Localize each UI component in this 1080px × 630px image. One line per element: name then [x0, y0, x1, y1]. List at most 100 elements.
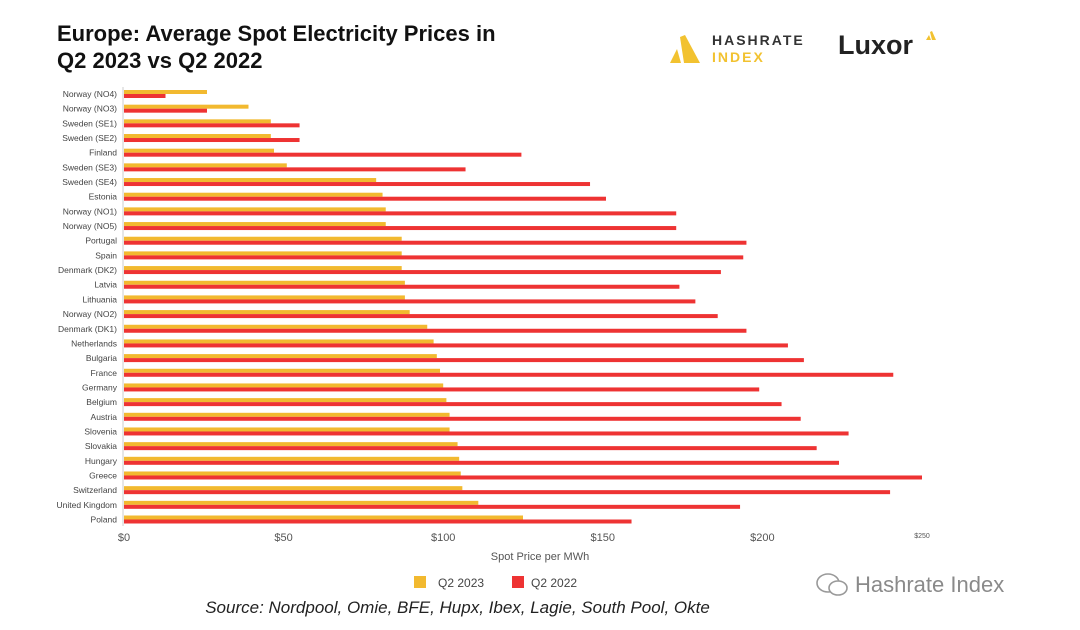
- bar-q2-2022: [124, 255, 744, 260]
- category-label: Slovenia: [84, 426, 117, 436]
- category-label: Netherlands: [71, 338, 117, 348]
- category-label: Belgium: [86, 397, 117, 407]
- chart-title: Europe: Average Spot Electricity Prices …: [57, 20, 577, 74]
- x-tick-label: $100: [431, 532, 455, 544]
- bar-q2-2022: [124, 299, 696, 304]
- bar-q2-2022: [124, 372, 894, 377]
- category-label: Denmark (DK1): [58, 324, 117, 334]
- bar-q2-2022: [124, 387, 760, 392]
- bar-q2-2022: [124, 284, 680, 289]
- logo-text-index: INDEX: [712, 49, 765, 65]
- bar-q2-2022: [124, 460, 840, 465]
- bar-q2-2023: [124, 471, 461, 476]
- wechat-watermark: Hashrate Index: [815, 572, 1004, 598]
- bar-q2-2022: [124, 431, 849, 436]
- bar-q2-2023: [124, 90, 207, 94]
- bar-q2-2023: [124, 280, 405, 285]
- source-note: Source: Nordpool, Omie, BFE, Hupx, Ibex,…: [205, 598, 710, 617]
- bar-q2-2022: [124, 358, 804, 363]
- bar-q2-2022: [124, 94, 166, 98]
- category-label: Bulgaria: [86, 353, 117, 363]
- bar-q2-2023: [124, 427, 450, 432]
- bar-q2-2022: [124, 504, 741, 509]
- x-tick-label: $50: [274, 532, 292, 544]
- title-line-2: Q2 2023 vs Q2 2022: [57, 48, 263, 73]
- wechat-icon: [816, 573, 848, 596]
- bar-q2-2023: [124, 134, 271, 139]
- category-label: Sweden (SE4): [62, 177, 117, 187]
- category-label: Norway (NO2): [63, 309, 117, 319]
- x-axis-label: Spot Price per MWh: [491, 551, 589, 563]
- bar-q2-2023: [124, 398, 447, 403]
- bar-q2-2022: [124, 446, 817, 451]
- x-tick-label: $200: [750, 532, 774, 544]
- category-label: Norway (NO3): [63, 104, 117, 114]
- bar-q2-2023: [124, 412, 450, 417]
- luxor-logo: Luxor: [838, 30, 914, 60]
- bar-q2-2022: [124, 167, 466, 172]
- bar-q2-2023: [124, 104, 249, 109]
- category-label: Lithuania: [82, 294, 117, 304]
- bar-q2-2023: [124, 500, 479, 505]
- bar-q2-2022: [124, 475, 922, 480]
- title-line-1: Europe: Average Spot Electricity Prices …: [57, 21, 496, 46]
- bar-q2-2023: [124, 310, 410, 315]
- category-label: Estonia: [89, 192, 118, 202]
- bar-q2-2023: [124, 163, 287, 168]
- bar-q2-2022: [124, 519, 632, 524]
- legend-swatch-q2-2022: [512, 576, 524, 588]
- category-label: Greece: [89, 470, 117, 480]
- category-label: Sweden (SE1): [62, 118, 117, 128]
- bar-q2-2022: [124, 123, 300, 128]
- bar-q2-2023: [124, 148, 275, 153]
- category-label: Denmark (DK2): [58, 265, 117, 275]
- bar-q2-2023: [124, 207, 386, 212]
- category-label: Switzerland: [73, 485, 117, 495]
- category-label: Slovakia: [85, 441, 117, 451]
- bar-q2-2022: [124, 182, 591, 187]
- category-label: Germany: [82, 382, 118, 392]
- bar-q2-2023: [124, 178, 377, 183]
- hashrate-mountain-icon: [670, 35, 700, 63]
- bar-q2-2022: [124, 196, 606, 201]
- x-tick-label: $150: [591, 532, 615, 544]
- bar-q2-2023: [124, 354, 437, 359]
- logo-text-hashrate: HASHRATE: [712, 32, 805, 48]
- bar-q2-2022: [124, 152, 522, 157]
- legend-swatch-q2-2023: [414, 576, 426, 588]
- category-label: Portugal: [85, 236, 117, 246]
- bar-q2-2023: [124, 251, 402, 256]
- bar-q2-2023: [124, 442, 458, 447]
- bar-q2-2022: [124, 343, 788, 348]
- bar-q2-2022: [124, 490, 891, 495]
- bar-q2-2022: [124, 211, 677, 216]
- legend-label-q2-2022: Q2 2022: [531, 576, 577, 590]
- bar-q2-2023: [124, 236, 402, 241]
- bar-q2-2022: [124, 328, 747, 333]
- hashrate-index-logo: HASHRATE INDEX: [668, 32, 805, 66]
- category-label: Latvia: [94, 280, 117, 290]
- bar-q2-2023: [124, 368, 441, 373]
- x-tick-label: $250: [914, 533, 930, 540]
- category-label: Norway (NO1): [63, 206, 117, 216]
- category-label: Norway (NO5): [63, 221, 117, 231]
- bar-q2-2023: [124, 515, 523, 520]
- category-label: Finland: [89, 148, 117, 158]
- category-label: Sweden (SE2): [62, 133, 117, 143]
- bar-q2-2022: [124, 416, 801, 421]
- bar-q2-2023: [124, 456, 460, 461]
- bar-q2-2022: [124, 226, 677, 231]
- luxor-mark-icon: [926, 31, 936, 40]
- bar-q2-2022: [124, 314, 718, 319]
- bar-q2-2023: [124, 119, 271, 124]
- category-label: Hungary: [85, 456, 118, 466]
- bar-q2-2022: [124, 402, 782, 407]
- bar-q2-2023: [124, 192, 383, 197]
- bar-q2-2022: [124, 240, 747, 245]
- category-label: Sweden (SE3): [62, 162, 117, 172]
- bar-q2-2022: [124, 138, 300, 143]
- bar-q2-2023: [124, 295, 405, 300]
- category-label: Spain: [95, 250, 117, 260]
- bar-q2-2022: [124, 270, 721, 275]
